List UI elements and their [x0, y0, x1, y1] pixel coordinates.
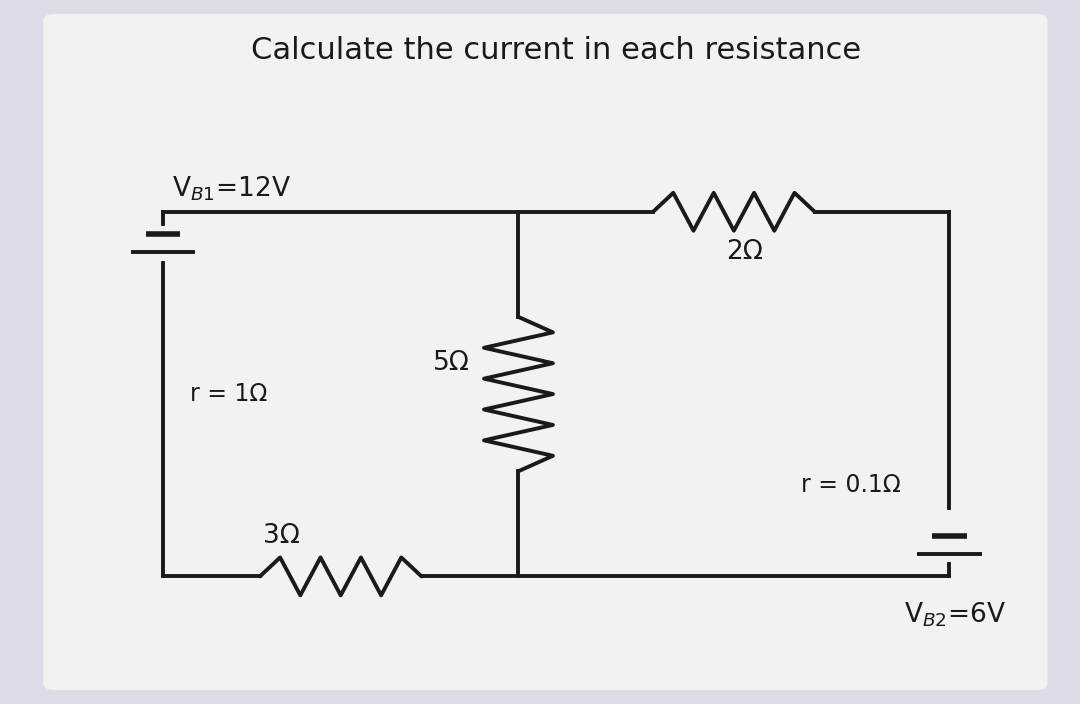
Text: V$_{{B1}}$=12V: V$_{{B1}}$=12V	[172, 175, 291, 203]
Text: 3Ω: 3Ω	[264, 523, 300, 548]
Text: 2Ω: 2Ω	[726, 239, 764, 265]
Text: V$_{{B2}}$=6V: V$_{{B2}}$=6V	[904, 601, 1005, 629]
Text: r = 1Ω: r = 1Ω	[190, 382, 267, 406]
Text: r = 0.1Ω: r = 0.1Ω	[801, 473, 901, 497]
Text: 5Ω: 5Ω	[433, 349, 470, 375]
Text: Calculate the current in each resistance: Calculate the current in each resistance	[251, 36, 861, 65]
